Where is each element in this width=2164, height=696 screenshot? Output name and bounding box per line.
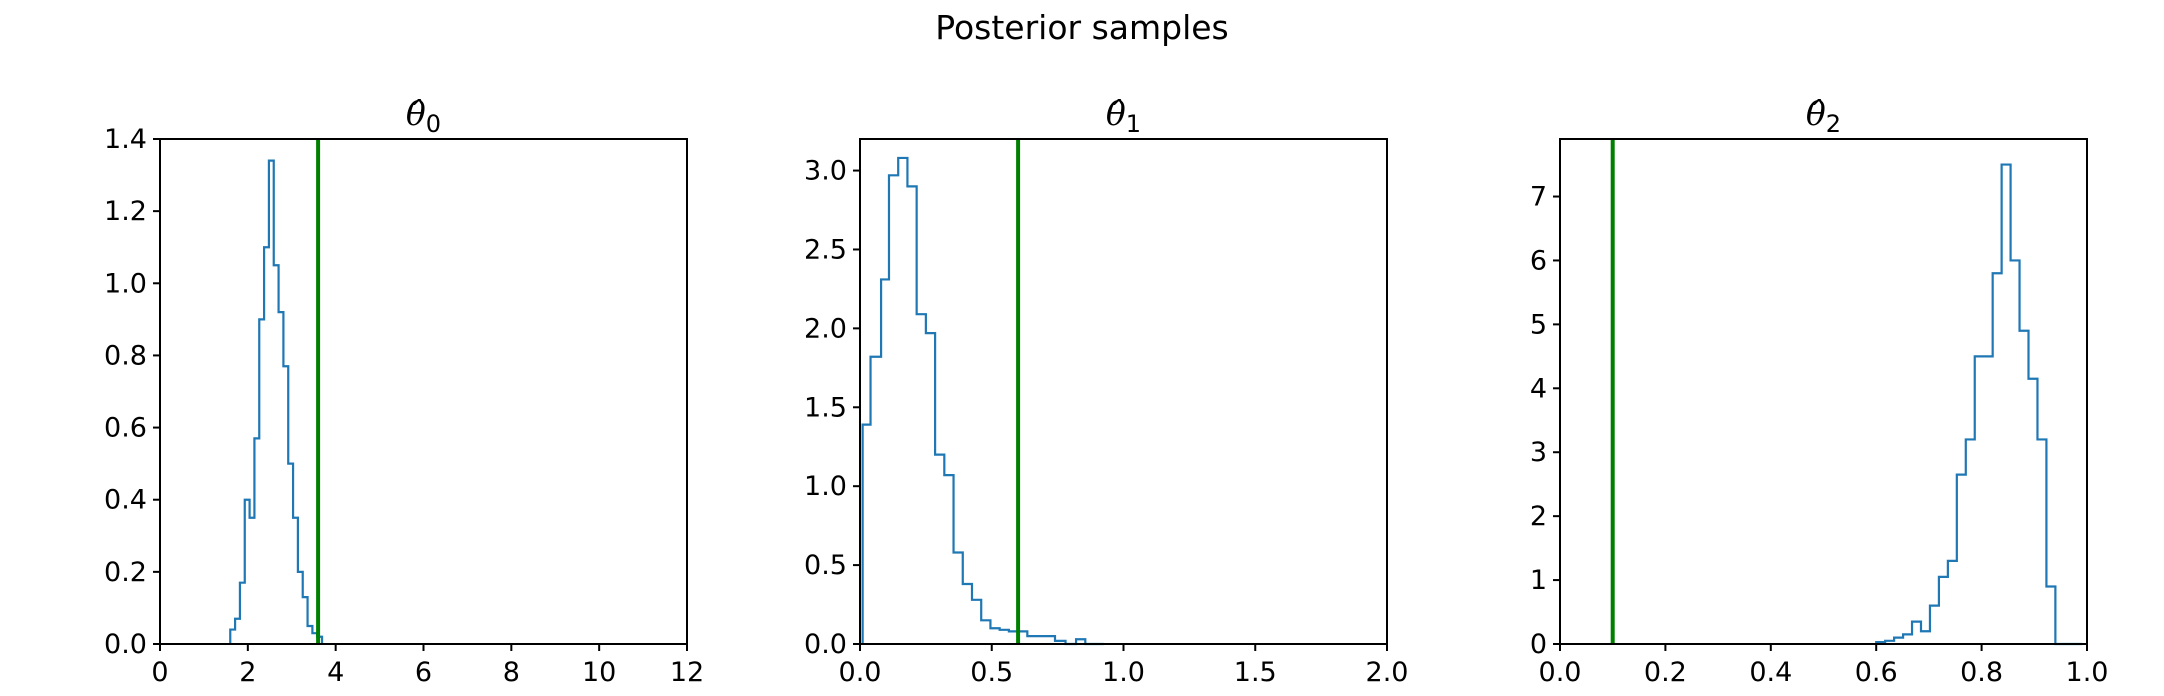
x-tick-label: 0.4: [1749, 657, 1792, 688]
subplot-title: θ̂1: [1106, 94, 1141, 138]
x-tick-label: 12: [670, 657, 704, 688]
subplot-title-symbol: θ̂: [1106, 94, 1126, 133]
x-tick-label: 1.5: [1234, 657, 1277, 688]
axes-frame: [859, 138, 1388, 645]
subplot-panels: θ̂00 2 4 6 8 10 120.00.20.40.60.81.01.21.4θ̂10…: [104, 94, 2108, 688]
subplot-title-symbol: θ̂: [1806, 94, 1826, 133]
y-tick-label: 1.2: [104, 196, 147, 227]
y-tick-label: 5: [1530, 309, 1547, 340]
y-tick-label: 1.4: [104, 124, 147, 155]
x-tick-label: 6: [415, 657, 432, 688]
x-tick-label: 0.0: [839, 657, 882, 688]
histogram-series: [861, 156, 1104, 646]
subplot-title-subscript: 1: [1126, 110, 1141, 138]
y-tick-label: 0.0: [804, 629, 847, 660]
y-tick-label: 7: [1530, 182, 1547, 213]
y-tick-label: 1.0: [804, 471, 847, 502]
x-tick-label: 4: [327, 657, 344, 688]
y-tick-label: 0.2: [104, 557, 147, 588]
axes-frame: [159, 138, 688, 645]
y-tick-label: 0.6: [104, 413, 147, 444]
subplot-title-symbol: θ̂: [406, 94, 426, 133]
y-tick-label: 2.5: [804, 234, 847, 265]
x-tick-label: 1.0: [1102, 657, 1145, 688]
y-tick-label: 1.5: [804, 392, 847, 423]
histogram-series: [1875, 163, 2083, 646]
axes-frame: [1559, 138, 2088, 645]
histogram-series: [229, 159, 324, 644]
subplot-title: θ̂0: [406, 94, 441, 138]
x-tick-label: 2.0: [1366, 657, 1409, 688]
subplot-title: θ̂2: [1806, 94, 1841, 138]
y-tick-label: 0.8: [104, 340, 147, 371]
y-tick-label: 3.0: [804, 156, 847, 187]
subplot-title-subscript: 0: [426, 110, 441, 138]
x-tick-label: 2: [239, 657, 256, 688]
x-tick-label: 1.0: [2066, 657, 2109, 688]
x-tick-label: 0.0: [1539, 657, 1582, 688]
x-tick-label: 0.8: [1960, 657, 2003, 688]
y-tick-label: 1.0: [104, 268, 147, 299]
y-tick-label: 2: [1530, 501, 1547, 532]
y-tick-label: 3: [1530, 437, 1547, 468]
y-tick-label: 6: [1530, 245, 1547, 276]
y-tick-label: 0.5: [804, 550, 847, 581]
y-tick-label: 0.0: [104, 629, 147, 660]
y-tick-label: 1: [1530, 565, 1547, 596]
figure-title: Posterior samples: [935, 8, 1229, 47]
x-tick-label: 0.2: [1644, 657, 1687, 688]
subplot-1: θ̂1 0.0 0.5 1.0 1.5 2.0 0.0 0.5 1.0 1.5 2.0 2.5 3.0: [804, 94, 1408, 688]
x-tick-label: 8: [503, 657, 520, 688]
y-tick-label: 2.0: [804, 313, 847, 344]
x-tick-label: 0.5: [970, 657, 1013, 688]
subplot-0: θ̂00 2 4 6 8 10 120.00.20.40.60.81.01.21.4: [104, 94, 704, 688]
x-tick-label: 0.6: [1855, 657, 1898, 688]
y-tick-label: 4: [1530, 373, 1547, 404]
y-tick-label: 0: [1530, 629, 1547, 660]
subplot-title-subscript: 2: [1826, 110, 1841, 138]
x-tick-label: 0: [151, 657, 168, 688]
x-tick-label: 10: [582, 657, 616, 688]
y-tick-label: 0.4: [104, 485, 147, 516]
